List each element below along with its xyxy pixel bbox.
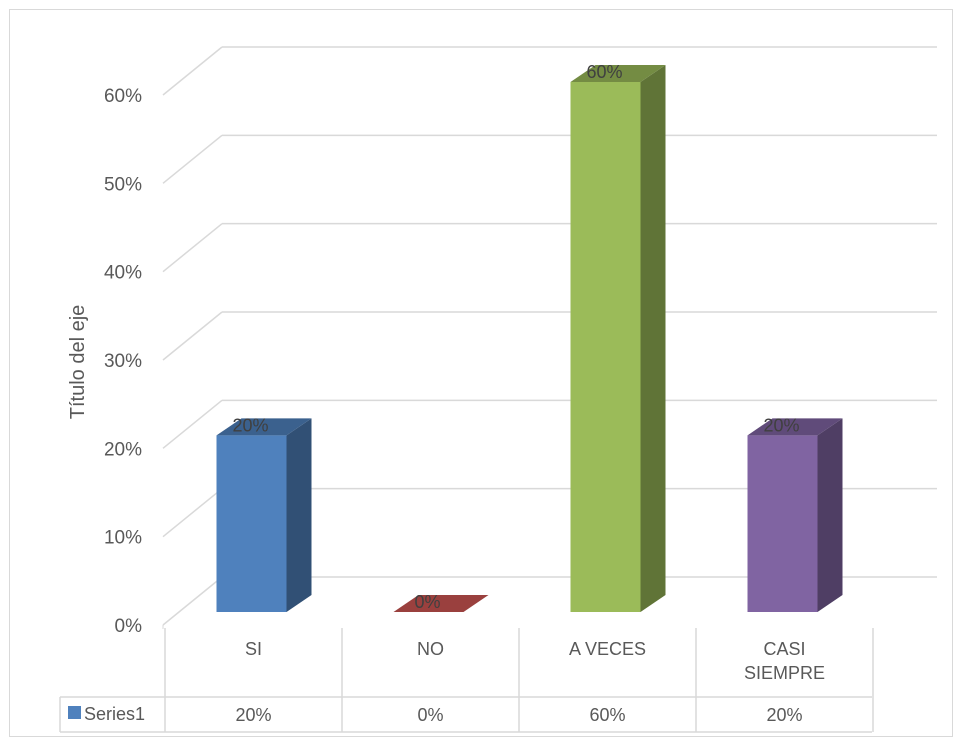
- bar: [393, 595, 489, 612]
- gridline-side: [162, 488, 223, 538]
- data-label: 20%: [763, 415, 799, 435]
- bar-side: [640, 65, 666, 612]
- gridline-side: [162, 134, 223, 184]
- data-label: 20%: [232, 415, 268, 435]
- bar: [570, 65, 666, 612]
- data-labels: 20% 0% 60% 20%: [232, 62, 799, 612]
- bars: [216, 65, 843, 612]
- gridline-side: [162, 311, 223, 361]
- gridline-side: [162, 46, 223, 96]
- bar-side: [286, 418, 312, 612]
- gridline-side: [162, 576, 223, 626]
- bar: [747, 418, 843, 612]
- bar-side: [817, 418, 843, 612]
- data-label: 60%: [586, 62, 622, 82]
- table-value: 60%: [589, 705, 625, 725]
- y-tick-label: 40%: [104, 263, 142, 284]
- gridline-side: [162, 399, 223, 449]
- x-tick-label: NO: [417, 639, 444, 659]
- y-tick-label: 50%: [104, 174, 142, 195]
- table-value: 20%: [235, 705, 271, 725]
- table-value: 0%: [417, 705, 443, 725]
- data-table: SI 20% NO 0% A VECES 60% CASI SIEMPRE 20% Series1: [59, 628, 874, 733]
- bar-front: [747, 435, 818, 612]
- y-tick-label: 20%: [104, 439, 142, 460]
- bar-top: [393, 595, 489, 612]
- legend-swatch: [68, 706, 81, 719]
- gridline-side: [162, 223, 223, 273]
- y-axis-label: Título del eje: [67, 305, 89, 420]
- legend-label: Series1: [84, 704, 145, 724]
- x-tick-label: SI: [245, 639, 262, 659]
- y-tick-label: 30%: [104, 351, 142, 372]
- data-label: 0%: [414, 592, 440, 612]
- bar-top: [570, 65, 666, 82]
- bar-front: [216, 435, 287, 612]
- bar: [216, 418, 312, 612]
- x-tick-label: A VECES: [569, 639, 646, 659]
- y-tick-label: 10%: [104, 528, 142, 549]
- bar-top: [747, 418, 843, 436]
- y-tick-label: 0%: [115, 616, 143, 637]
- bar-top: [216, 418, 312, 436]
- table-value: 20%: [766, 705, 802, 725]
- bar-front: [570, 82, 641, 612]
- y-tick-label: 60%: [104, 86, 142, 107]
- y-axis-ticks: 0% 10% 20% 30% 40% 50% 60%: [104, 86, 142, 637]
- x-tick-label: CASI SIEMPRE: [744, 639, 825, 683]
- chart-frame: [9, 9, 953, 737]
